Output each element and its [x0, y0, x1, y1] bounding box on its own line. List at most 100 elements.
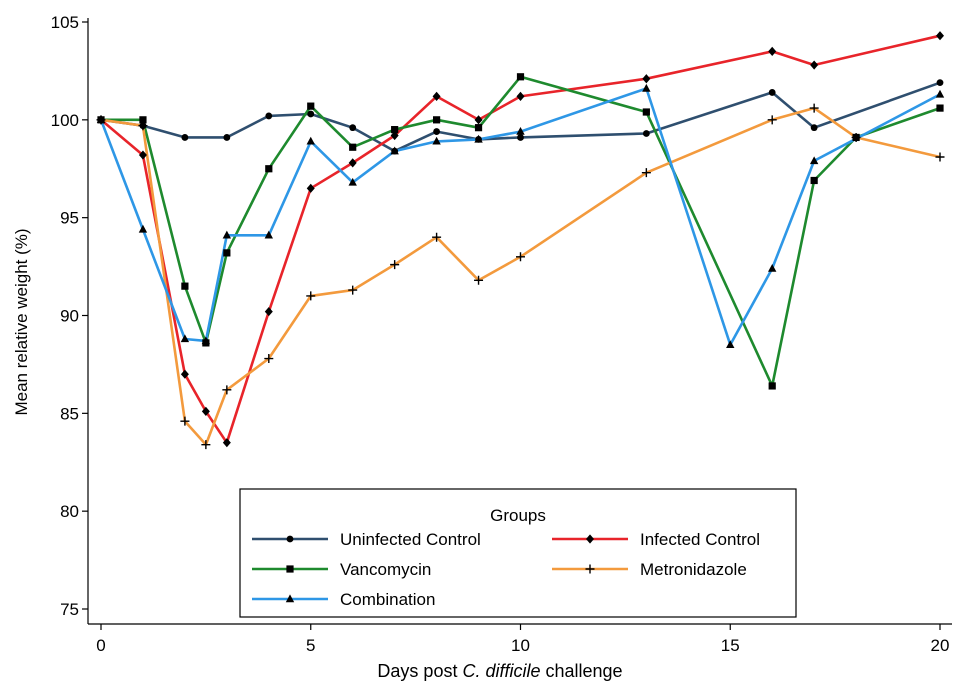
legend-marker: [285, 594, 295, 603]
data-point-infected-control: [264, 306, 273, 317]
data-point-uninfected-control: [936, 79, 944, 87]
data-point-combination: [264, 230, 273, 239]
y-tick-label: 90: [60, 307, 79, 326]
x-tick-label: 20: [931, 636, 950, 655]
data-point-uninfected-control: [181, 134, 189, 141]
data-point-vancomycin: [139, 116, 147, 124]
data-point-vancomycin: [265, 165, 273, 173]
data-point-vancomycin: [349, 143, 357, 151]
data-point-combination: [642, 83, 651, 92]
data-point-combination: [432, 136, 441, 145]
data-point-vancomycin: [516, 73, 525, 81]
data-point-combination: [516, 126, 525, 135]
y-tick-label: 80: [60, 502, 79, 521]
data-point-infected-control: [810, 60, 819, 70]
data-point-vancomycin: [433, 116, 441, 124]
data-point-metronidazole: [390, 260, 400, 270]
data-point-metronidazole: [201, 440, 211, 450]
data-point-infected-control: [306, 183, 315, 193]
data-point-combination: [390, 146, 399, 155]
data-point-infected-control: [348, 158, 357, 168]
legend-title: Groups: [490, 506, 546, 525]
legend-label: Uninfected Control: [340, 530, 481, 549]
y-tick-label: 100: [51, 111, 79, 130]
axes: 75 80 85 90 95 100 105 0 5 10 15 20: [51, 13, 952, 655]
x-axis-label: Days post C. difficile challenge: [377, 661, 622, 681]
series-infected-control: [100, 34, 941, 445]
legend-label: Infected Control: [640, 530, 760, 549]
x-tick-label: 0: [96, 636, 105, 655]
data-point-vancomycin: [810, 176, 818, 185]
data-point-uninfected-control: [517, 134, 524, 141]
data-point-metronidazole: [516, 252, 525, 262]
legend-item-combination: Combination: [252, 590, 435, 609]
markers-infected-control: [97, 31, 944, 448]
x-axis-label-italic: C. difficile: [462, 661, 540, 681]
data-point-metronidazole: [180, 416, 190, 426]
data-point-combination: [348, 177, 357, 186]
data-point-combination: [474, 134, 483, 143]
data-point-metronidazole: [641, 168, 651, 178]
data-point-metronidazole: [809, 103, 819, 113]
data-point-metronidazole: [474, 275, 484, 285]
data-point-infected-control: [768, 46, 777, 56]
data-point-uninfected-control: [265, 112, 273, 120]
data-point-infected-control: [642, 74, 651, 84]
data-point-combination: [726, 340, 735, 349]
data-point-uninfected-control: [307, 110, 315, 118]
legend-item-metronidazole: Metronidazole: [552, 560, 747, 579]
data-point-combination: [180, 334, 190, 343]
y-tick-label: 85: [60, 404, 79, 423]
data-point-metronidazole: [222, 385, 232, 395]
data-point-infected-control: [432, 91, 441, 101]
data-point-vancomycin: [768, 382, 776, 390]
markers-uninfected-control: [97, 79, 944, 155]
data-point-metronidazole: [432, 232, 442, 242]
data-point-vancomycin: [936, 104, 944, 112]
x-axis-label-prefix: Days post: [377, 661, 462, 681]
data-point-metronidazole: [851, 132, 861, 142]
y-tick-label: 105: [51, 13, 79, 32]
legend-marker: [585, 564, 595, 574]
legend-label: Vancomycin: [340, 560, 431, 579]
data-point-metronidazole: [767, 115, 777, 125]
data-point-metronidazole: [264, 354, 274, 364]
data-point-uninfected-control: [642, 130, 650, 137]
x-tick-label: 5: [306, 636, 315, 655]
data-point-infected-control: [138, 150, 147, 160]
data-point-uninfected-control: [433, 128, 440, 135]
data-point-infected-control: [516, 91, 525, 101]
data-point-combination: [222, 230, 232, 239]
data-point-infected-control: [180, 369, 189, 379]
legend-item-uninfected-control: Uninfected Control: [252, 530, 481, 549]
data-point-combination: [96, 115, 106, 124]
data-point-vancomycin: [181, 282, 189, 290]
data-point-infected-control: [201, 406, 210, 416]
data-point-vancomycin: [391, 126, 399, 134]
legend-item-infected-control: Infected Control: [552, 530, 760, 549]
markers-combination: [96, 83, 945, 349]
data-point-infected-control: [936, 31, 944, 41]
data-point-uninfected-control: [349, 124, 357, 132]
data-point-infected-control: [222, 438, 231, 448]
data-point-metronidazole: [935, 152, 945, 162]
data-point-uninfected-control: [810, 124, 818, 132]
data-point-vancomycin: [307, 102, 315, 110]
y-axis-label: Mean relative weight (%): [12, 228, 31, 415]
legend-label: Combination: [340, 590, 435, 609]
y-tick-label: 95: [60, 209, 79, 228]
data-point-combination: [306, 136, 315, 145]
x-tick-label: 10: [511, 636, 530, 655]
data-point-vancomycin: [474, 124, 483, 132]
data-point-combination: [201, 336, 211, 345]
data-point-uninfected-control: [223, 134, 231, 141]
data-point-combination: [768, 263, 777, 272]
data-point-combination: [809, 156, 819, 165]
legend-item-vancomycin: Vancomycin: [252, 560, 431, 579]
series-line-infected-control: [100, 34, 941, 445]
data-point-vancomycin: [642, 108, 650, 116]
legend-marker: [286, 535, 294, 543]
x-axis-label-suffix: challenge: [541, 661, 623, 681]
data-point-metronidazole: [348, 285, 358, 295]
markers-vancomycin: [97, 73, 944, 390]
